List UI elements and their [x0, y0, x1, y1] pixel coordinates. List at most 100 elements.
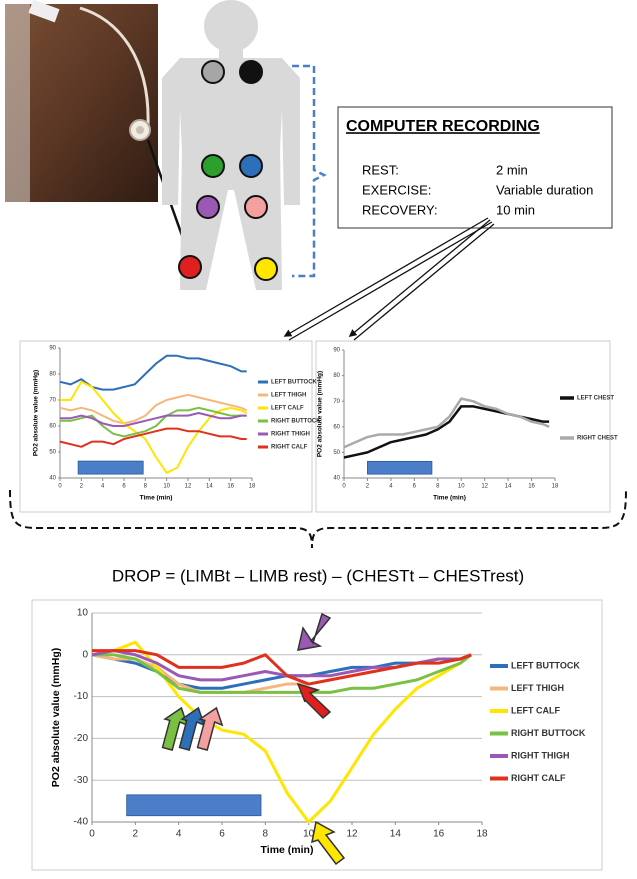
phase-label: RECOVERY: — [362, 202, 438, 217]
recording-title: COMPUTER RECORDING — [346, 118, 540, 135]
sensor-bracket — [292, 64, 327, 278]
x-tick-label: 4 — [101, 484, 105, 490]
x-tick-label: 14 — [505, 484, 512, 490]
y-tick-label: -20 — [74, 733, 89, 744]
y-tick-label: 50 — [333, 450, 340, 456]
legend-label: LEFT THIGH — [511, 683, 564, 693]
x-tick-label: 16 — [528, 484, 535, 490]
legend-label: RIGHT CALF — [511, 773, 566, 783]
y-tick-label: -30 — [74, 775, 89, 786]
x-tick-label: 2 — [366, 484, 370, 490]
y-tick-label: 10 — [77, 608, 89, 619]
phase-duration: 2 min — [496, 162, 528, 177]
data-line — [91, 640, 473, 824]
legend-label: RIGHT THIGH — [511, 750, 570, 760]
x-tick-label: 4 — [176, 829, 182, 840]
x-tick-label: 16 — [227, 484, 234, 490]
x-tick-label: 8 — [263, 829, 269, 840]
data-line — [60, 406, 247, 438]
chart-frame — [315, 340, 611, 513]
y-tick-label: 0 — [82, 649, 88, 660]
legend-label: LEFT CHEST — [577, 396, 614, 402]
legend-label: LEFT CALF — [271, 406, 304, 412]
data-line — [92, 649, 472, 686]
x-tick-label: 14 — [206, 484, 213, 490]
combine-bracket — [9, 489, 627, 549]
data-line — [343, 397, 550, 449]
x-tick-label: 0 — [89, 829, 95, 840]
x-tick-label: 6 — [219, 829, 225, 840]
exercise-period — [126, 794, 262, 817]
x-tick-label: 18 — [249, 484, 256, 490]
x-axis-label: Time (min) — [433, 495, 466, 502]
legend-label: RIGHT BUTTOCK — [511, 728, 586, 738]
legend-label: LEFT BUTTOCK — [511, 660, 580, 670]
sensor-sites — [178, 60, 278, 281]
x-tick-label: 14 — [390, 829, 402, 840]
x-axis-label: Time (min) — [140, 495, 173, 502]
x-tick-label: 2 — [133, 829, 139, 840]
y-tick-label: 70 — [49, 398, 56, 404]
legend-label: RIGHT THIGH — [271, 432, 310, 438]
legend-label: RIGHT CHEST — [577, 436, 618, 442]
x-tick-label: 12 — [481, 484, 488, 490]
x-tick-label: 6 — [122, 484, 126, 490]
x-tick-label: 12 — [346, 829, 358, 840]
y-tick-label: -10 — [74, 691, 89, 702]
y-tick-label: 80 — [49, 372, 56, 378]
flow-arrows — [283, 217, 495, 341]
site-arrows — [161, 612, 346, 866]
x-tick-label: 12 — [185, 484, 192, 490]
x-tick-label: 16 — [433, 829, 445, 840]
data-line — [60, 412, 247, 427]
sensor-photo — [5, 0, 158, 202]
data-line — [60, 380, 248, 474]
y-axis-label: PO2 absolute value (mmHg) — [33, 370, 40, 456]
recording-box — [337, 106, 613, 229]
phase-duration: Variable duration — [496, 182, 593, 197]
body-silhouette — [162, 0, 300, 290]
x-tick-label: 10 — [458, 484, 465, 490]
x-axis-label: Time (min) — [261, 844, 314, 856]
y-tick-label: 70 — [333, 399, 340, 405]
y-tick-label: 80 — [333, 373, 340, 379]
y-tick-label: 90 — [49, 346, 56, 352]
y-tick-label: 60 — [49, 424, 56, 430]
x-tick-label: 8 — [144, 484, 148, 490]
data-line — [92, 653, 473, 694]
legend-label: LEFT BUTTOCK — [271, 380, 318, 386]
y-tick-label: 40 — [333, 476, 340, 482]
chart-frame — [19, 340, 313, 513]
legend-label: LEFT THIGH — [271, 393, 306, 399]
x-tick-label: 10 — [163, 484, 170, 490]
x-tick-label: 10 — [303, 829, 315, 840]
y-axis-label: PO2 absolute value (mmHg) — [50, 648, 62, 787]
x-tick-label: 0 — [342, 484, 346, 490]
x-tick-label: 2 — [80, 484, 84, 490]
x-tick-label: 18 — [552, 484, 559, 490]
legend-label: RIGHT CALF — [271, 445, 308, 451]
y-tick-label: 60 — [333, 424, 340, 430]
x-tick-label: 18 — [476, 829, 488, 840]
formula: DROP = (LIMBt – LIMB rest) – (CHESTt – C… — [112, 566, 524, 585]
x-tick-label: 0 — [58, 484, 62, 490]
phase-label: REST: — [362, 162, 399, 177]
phase-duration: 10 min — [496, 202, 535, 217]
legend-label: LEFT CALF — [511, 705, 560, 715]
y-tick-label: 90 — [333, 348, 340, 354]
data-line — [59, 427, 247, 448]
y-axis-label: PO2 absolute value (mmHg) — [317, 371, 324, 457]
phase-label: EXERCISE: — [362, 182, 431, 197]
x-tick-label: 8 — [436, 484, 440, 490]
y-tick-label: 50 — [49, 450, 56, 456]
x-tick-label: 4 — [389, 484, 393, 490]
y-tick-label: -40 — [74, 817, 89, 828]
data-line — [59, 393, 248, 425]
legend-label: RIGHT BUTTOCK — [271, 419, 321, 425]
x-tick-label: 6 — [413, 484, 417, 490]
exercise-period — [367, 460, 433, 475]
y-tick-label: 40 — [49, 476, 56, 482]
